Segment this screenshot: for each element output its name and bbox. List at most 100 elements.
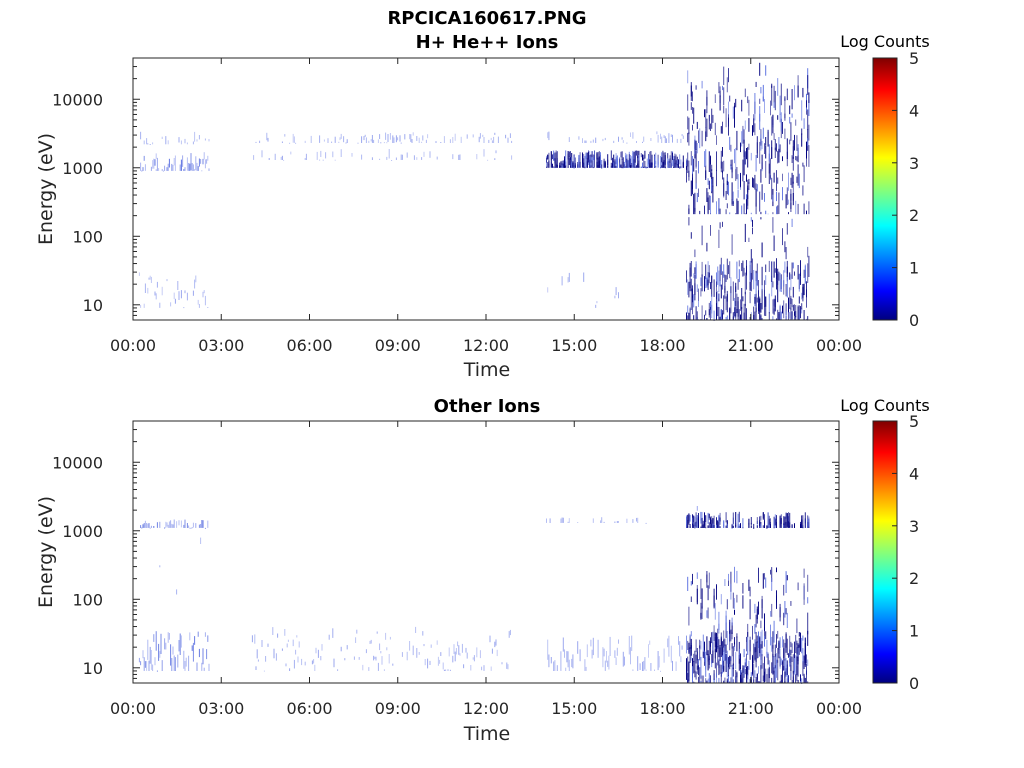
spectrogram-pixel xyxy=(687,132,689,143)
spectrogram-pixel xyxy=(759,681,761,683)
spectrogram-pixel xyxy=(458,154,460,160)
x-tick-label: 09:00 xyxy=(375,699,421,718)
spectrogram-pixel xyxy=(295,142,297,144)
spectrogram-pixel xyxy=(564,649,565,658)
spectrogram-pixel xyxy=(696,284,698,292)
spectrogram-pixel xyxy=(711,275,713,297)
spectrogram-pixel xyxy=(644,657,646,670)
spectrogram-pixel xyxy=(547,154,549,159)
spectrogram-pixel xyxy=(730,159,732,166)
spectrogram-pixel xyxy=(314,664,316,671)
spectrogram-pixel xyxy=(734,149,735,164)
spectrogram-pixel xyxy=(782,636,783,648)
spectrogram-pixel xyxy=(748,660,750,670)
spectrogram-pixel xyxy=(281,141,283,143)
spectrogram-pixel xyxy=(723,680,725,683)
spectrogram-pixel xyxy=(150,525,152,528)
spectrogram-pixel xyxy=(808,516,810,527)
spectrogram-pixel xyxy=(616,647,618,656)
spectrogram-pixel xyxy=(786,260,788,277)
spectrogram-pixel xyxy=(708,195,710,210)
spectrogram-pixel xyxy=(761,140,763,150)
spectrogram-pixel xyxy=(476,647,478,658)
spectrogram-pixel xyxy=(693,107,695,124)
spectrogram-pixel xyxy=(689,308,691,320)
spectrogram-pixel xyxy=(196,139,198,142)
spectrogram-pixel xyxy=(730,583,732,600)
spectrogram-pixel xyxy=(731,523,733,528)
spectrogram-pixel xyxy=(681,645,683,650)
spectrogram-pixel xyxy=(779,520,781,528)
spectrogram-pixel xyxy=(704,512,705,528)
spectrogram-pixel xyxy=(735,652,737,669)
spectrogram-pixel xyxy=(476,154,478,160)
spectrogram-pixel xyxy=(207,520,209,528)
spectrogram-pixel xyxy=(807,75,809,95)
spectrogram-pixel xyxy=(304,158,306,160)
spectrogram-pixel xyxy=(693,681,695,683)
spectrogram-pixel xyxy=(755,307,757,320)
spectrogram-pixel xyxy=(712,523,714,528)
spectrogram-pixel xyxy=(779,272,781,292)
spectrogram-pixel xyxy=(440,142,442,143)
spectrogram-pixel xyxy=(740,523,741,528)
spectrogram-pixel xyxy=(654,669,655,671)
spectrogram-pixel xyxy=(742,527,744,529)
panel2-frame xyxy=(132,420,840,684)
spectrogram-pixel xyxy=(779,304,781,320)
spectrogram-pixel xyxy=(701,80,703,89)
spectrogram-pixel xyxy=(760,515,762,521)
spectrogram-pixel xyxy=(785,284,787,297)
spectrogram-pixel xyxy=(773,620,775,643)
spectrogram-pixel xyxy=(453,644,455,654)
spectrogram-pixel xyxy=(693,158,695,172)
spectrogram-pixel xyxy=(783,270,785,287)
spectrogram-pixel xyxy=(161,169,163,171)
spectrogram-pixel xyxy=(802,87,804,98)
spectrogram-pixel xyxy=(786,187,788,206)
spectrogram-pixel xyxy=(759,98,761,104)
spectrogram-pixel xyxy=(755,679,757,683)
spectrogram-pixel xyxy=(720,664,722,683)
spectrogram-pixel xyxy=(800,674,801,682)
spectrogram-pixel xyxy=(574,163,576,168)
spectrogram-pixel xyxy=(607,660,609,667)
spectrogram-pixel xyxy=(152,160,154,169)
spectrogram-pixel xyxy=(395,157,397,160)
spectrogram-pixel xyxy=(708,522,710,528)
spectrogram-pixel xyxy=(761,184,763,200)
colorbar-tick-label: 3 xyxy=(909,154,919,173)
spectrogram-pixel xyxy=(732,646,734,666)
spectrogram-pixel xyxy=(369,640,371,644)
spectrogram-pixel xyxy=(722,310,723,319)
spectrogram-pixel xyxy=(179,633,181,655)
spectrogram-pixel xyxy=(190,153,192,171)
spectrogram-pixel xyxy=(749,281,751,291)
spectrogram-pixel xyxy=(142,167,144,171)
spectrogram-pixel xyxy=(720,126,722,134)
spectrogram-pixel xyxy=(694,207,696,216)
spectrogram-pixel xyxy=(439,659,441,664)
spectrogram-pixel xyxy=(782,173,783,182)
spectrogram-pixel xyxy=(705,131,707,142)
spectrogram-pixel xyxy=(735,669,737,683)
spectrogram-pixel xyxy=(723,66,725,85)
spectrogram-pixel xyxy=(767,129,769,147)
spectrogram-pixel xyxy=(392,135,394,143)
spectrogram-pixel xyxy=(758,666,759,674)
spectrogram-pixel xyxy=(808,255,810,277)
spectrogram-pixel xyxy=(339,137,341,141)
spectrogram-pixel xyxy=(790,122,792,141)
spectrogram-pixel xyxy=(654,155,655,168)
spectrogram-pixel xyxy=(203,290,205,294)
spectrogram-pixel xyxy=(618,136,619,142)
spectrogram-pixel xyxy=(618,292,619,299)
spectrogram-pixel xyxy=(176,521,178,528)
spectrogram-pixel xyxy=(731,234,733,255)
spectrogram-pixel xyxy=(807,681,809,683)
spectrogram-pixel xyxy=(610,162,612,168)
spectrogram-pixel xyxy=(153,526,155,528)
spectrogram-pixel xyxy=(771,275,773,297)
spectrogram-pixel xyxy=(604,660,606,671)
spectrogram-pixel xyxy=(625,155,627,163)
